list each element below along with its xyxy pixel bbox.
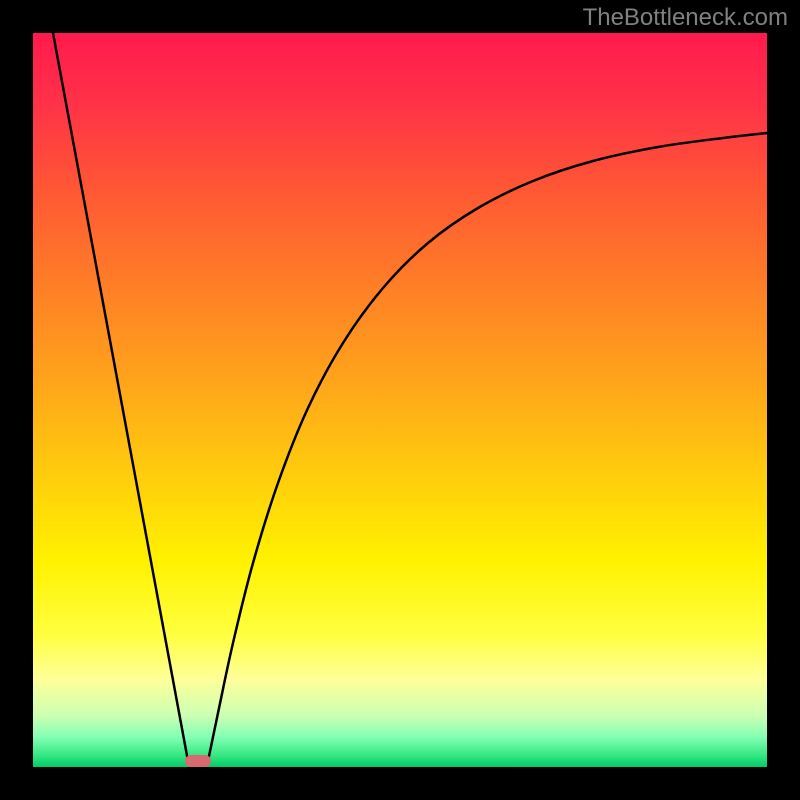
chart-container: TheBottleneck.com: [0, 0, 800, 800]
minimum-marker: [185, 755, 211, 767]
plot-area: [33, 33, 767, 767]
curve-left-branch: [53, 33, 188, 761]
curve-layer: [33, 33, 767, 767]
curve-right-branch: [208, 133, 767, 761]
watermark-text: TheBottleneck.com: [583, 4, 788, 32]
